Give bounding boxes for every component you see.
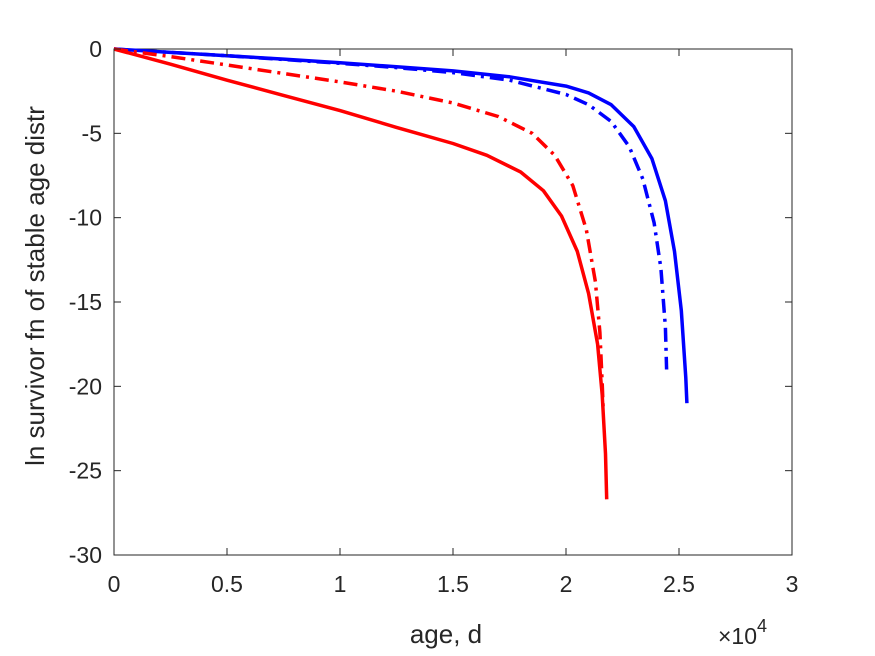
series-line-1 xyxy=(113,47,689,404)
series-line-3 xyxy=(113,47,606,412)
x-axis-exponent-base: ×10 xyxy=(718,623,757,649)
x-tick-label: 2.5 xyxy=(663,571,695,597)
y-axis-ticks: 0 -5 -10 -15 -20 -25 -30 xyxy=(69,36,792,568)
x-tick-label: 1 xyxy=(334,571,347,597)
series-line-4 xyxy=(113,47,609,500)
y-tick-label: 0 xyxy=(89,36,102,62)
y-tick-label: -20 xyxy=(69,373,102,399)
plot-area xyxy=(113,48,793,556)
x-axis-label: age, d xyxy=(410,619,482,649)
y-tick-label: -25 xyxy=(69,458,102,484)
y-axis-label: ln survivor fn of stable age distr xyxy=(20,106,50,466)
x-tick-label: 3 xyxy=(786,571,799,597)
x-tick-label: 1.5 xyxy=(437,571,469,597)
x-tick-label: 0 xyxy=(108,571,121,597)
x-tick-label: 2 xyxy=(560,571,573,597)
y-tick-label: -10 xyxy=(69,205,102,231)
y-tick-label: -5 xyxy=(82,120,102,146)
x-axis-exponent: ×104 xyxy=(718,616,767,649)
series-line-2 xyxy=(113,47,669,370)
y-tick-label: -15 xyxy=(69,289,102,315)
series-layer xyxy=(113,47,689,500)
x-axis-exponent-power: 4 xyxy=(757,616,767,636)
x-axis-ticks: 0 0.5 1 1.5 2 2.5 3 xyxy=(108,49,799,597)
x-tick-label: 0.5 xyxy=(211,571,243,597)
y-tick-label: -30 xyxy=(69,542,102,568)
